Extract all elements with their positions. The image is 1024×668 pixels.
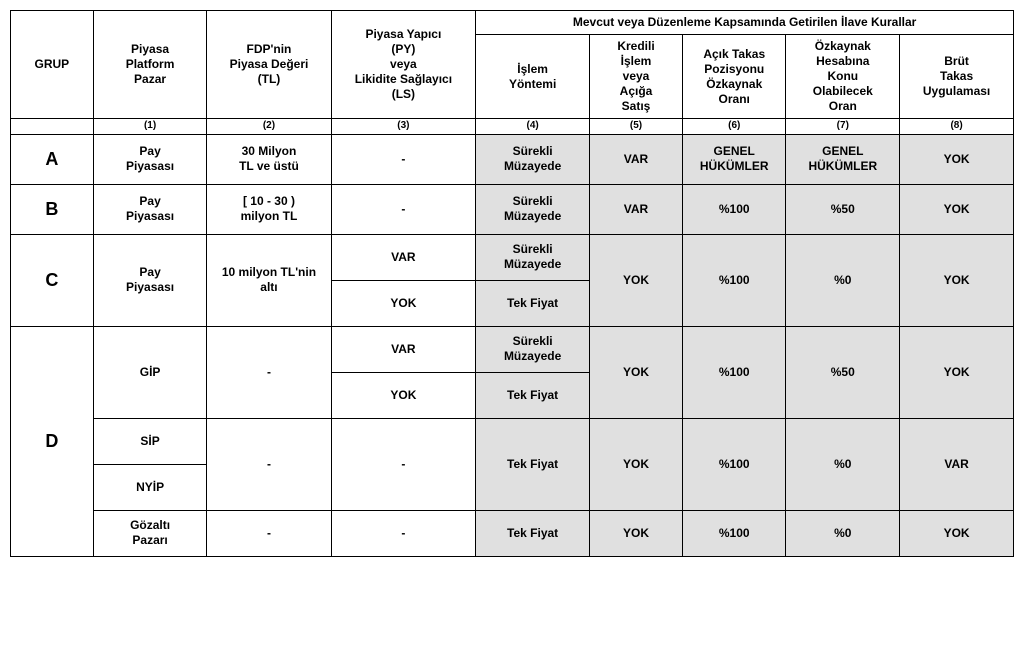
- colnum-8: (8): [900, 119, 1014, 135]
- cell-C-acik: %100: [683, 234, 786, 326]
- hdr-col4: İşlemYöntemi: [476, 35, 590, 119]
- rules-table: GRUP PiyasaPlatformPazar FDP'ninPiyasa D…: [10, 10, 1014, 557]
- colnum-6: (6): [683, 119, 786, 135]
- cell-A-brut: YOK: [900, 134, 1014, 184]
- cell-A-platform: PayPiyasası: [93, 134, 207, 184]
- colnum-5: (5): [589, 119, 682, 135]
- cell-C-yontem2: Tek Fiyat: [476, 280, 590, 326]
- cell-D-sipnyip-fdp: -: [207, 418, 331, 510]
- hdr-col8: BrütTakasUygulaması: [900, 35, 1014, 119]
- hdr-col1: PiyasaPlatformPazar: [93, 11, 207, 119]
- cell-D-goz-ozkaynak: %0: [786, 510, 900, 556]
- row-D-goz: GözaltıPazarı - - Tek Fiyat YOK %100 %0 …: [11, 510, 1014, 556]
- cell-B-brut: YOK: [900, 184, 1014, 234]
- cell-B-yontem: SürekliMüzayede: [476, 184, 590, 234]
- colnum-4: (4): [476, 119, 590, 135]
- cell-C-grup: C: [11, 234, 94, 326]
- cell-D-gip-platform: GİP: [93, 326, 207, 418]
- colnum-blank: [11, 119, 94, 135]
- cell-B-grup: B: [11, 184, 94, 234]
- cell-D-goz-brut: YOK: [900, 510, 1014, 556]
- row-C-1: C PayPiyasası 10 milyon TL'ninaltı VAR S…: [11, 234, 1014, 280]
- cell-D-goz-py: -: [331, 510, 476, 556]
- cell-A-grup: A: [11, 134, 94, 184]
- cell-C-ozkaynak: %0: [786, 234, 900, 326]
- hdr-col5: KrediliİşlemveyaAçığaSatış: [589, 35, 682, 119]
- cell-D-sipnyip-brut: VAR: [900, 418, 1014, 510]
- cell-B-py: -: [331, 184, 476, 234]
- row-B: B PayPiyasası [ 10 - 30 )milyon TL - Sür…: [11, 184, 1014, 234]
- cell-A-kredili: VAR: [589, 134, 682, 184]
- hdr-span: Mevcut veya Düzenleme Kapsamında Getiril…: [476, 11, 1014, 35]
- hdr-col6: Açık TakasPozisyonuÖzkaynakOranı: [683, 35, 786, 119]
- cell-B-platform: PayPiyasası: [93, 184, 207, 234]
- cell-B-acik: %100: [683, 184, 786, 234]
- cell-A-py: -: [331, 134, 476, 184]
- row-D-sip: SİP - - Tek Fiyat YOK %100 %0 VAR: [11, 418, 1014, 464]
- cell-C-kredili: YOK: [589, 234, 682, 326]
- cell-C-py1: VAR: [331, 234, 476, 280]
- row-A: A PayPiyasası 30 MilyonTL ve üstü - Süre…: [11, 134, 1014, 184]
- cell-A-yontem: SürekliMüzayede: [476, 134, 590, 184]
- cell-D-goz-platform: GözaltıPazarı: [93, 510, 207, 556]
- cell-D-gip-brut: YOK: [900, 326, 1014, 418]
- cell-D-sipnyip-acik: %100: [683, 418, 786, 510]
- cell-A-fdp: 30 MilyonTL ve üstü: [207, 134, 331, 184]
- hdr-grup: GRUP: [11, 11, 94, 119]
- cell-D-goz-kredili: YOK: [589, 510, 682, 556]
- cell-D-gip-ozkaynak: %50: [786, 326, 900, 418]
- cell-D-gip-yontem2: Tek Fiyat: [476, 372, 590, 418]
- cell-B-fdp: [ 10 - 30 )milyon TL: [207, 184, 331, 234]
- colnum-3: (3): [331, 119, 476, 135]
- cell-D-goz-yontem: Tek Fiyat: [476, 510, 590, 556]
- cell-D-gip-py1: VAR: [331, 326, 476, 372]
- colnum-1: (1): [93, 119, 207, 135]
- cell-B-kredili: VAR: [589, 184, 682, 234]
- cell-D-goz-fdp: -: [207, 510, 331, 556]
- cell-C-platform: PayPiyasası: [93, 234, 207, 326]
- cell-D-sipnyip-py: -: [331, 418, 476, 510]
- hdr-col2: FDP'ninPiyasa Değeri(TL): [207, 11, 331, 119]
- cell-D-gip-fdp: -: [207, 326, 331, 418]
- colnum-2: (2): [207, 119, 331, 135]
- hdr-col3: Piyasa Yapıcı(PY)veyaLikidite Sağlayıcı(…: [331, 11, 476, 119]
- cell-C-py2: YOK: [331, 280, 476, 326]
- cell-D-goz-acik: %100: [683, 510, 786, 556]
- cell-D-gip-acik: %100: [683, 326, 786, 418]
- cell-D-nyip-platform: NYİP: [93, 464, 207, 510]
- row-D-gip-1: D GİP - VAR SürekliMüzayede YOK %100 %50…: [11, 326, 1014, 372]
- cell-D-sipnyip-kredili: YOK: [589, 418, 682, 510]
- cell-C-fdp: 10 milyon TL'ninaltı: [207, 234, 331, 326]
- cell-D-gip-yontem1: SürekliMüzayede: [476, 326, 590, 372]
- cell-A-ozkaynak: GENELHÜKÜMLER: [786, 134, 900, 184]
- hdr-col7: ÖzkaynakHesabınaKonuOlabilecekOran: [786, 35, 900, 119]
- cell-D-grup: D: [11, 326, 94, 556]
- cell-D-sip-platform: SİP: [93, 418, 207, 464]
- cell-D-sipnyip-ozkaynak: %0: [786, 418, 900, 510]
- cell-D-gip-kredili: YOK: [589, 326, 682, 418]
- cell-C-yontem1: SürekliMüzayede: [476, 234, 590, 280]
- cell-D-sipnyip-yontem: Tek Fiyat: [476, 418, 590, 510]
- colnum-7: (7): [786, 119, 900, 135]
- cell-A-acik: GENELHÜKÜMLER: [683, 134, 786, 184]
- cell-B-ozkaynak: %50: [786, 184, 900, 234]
- cell-C-brut: YOK: [900, 234, 1014, 326]
- cell-D-gip-py2: YOK: [331, 372, 476, 418]
